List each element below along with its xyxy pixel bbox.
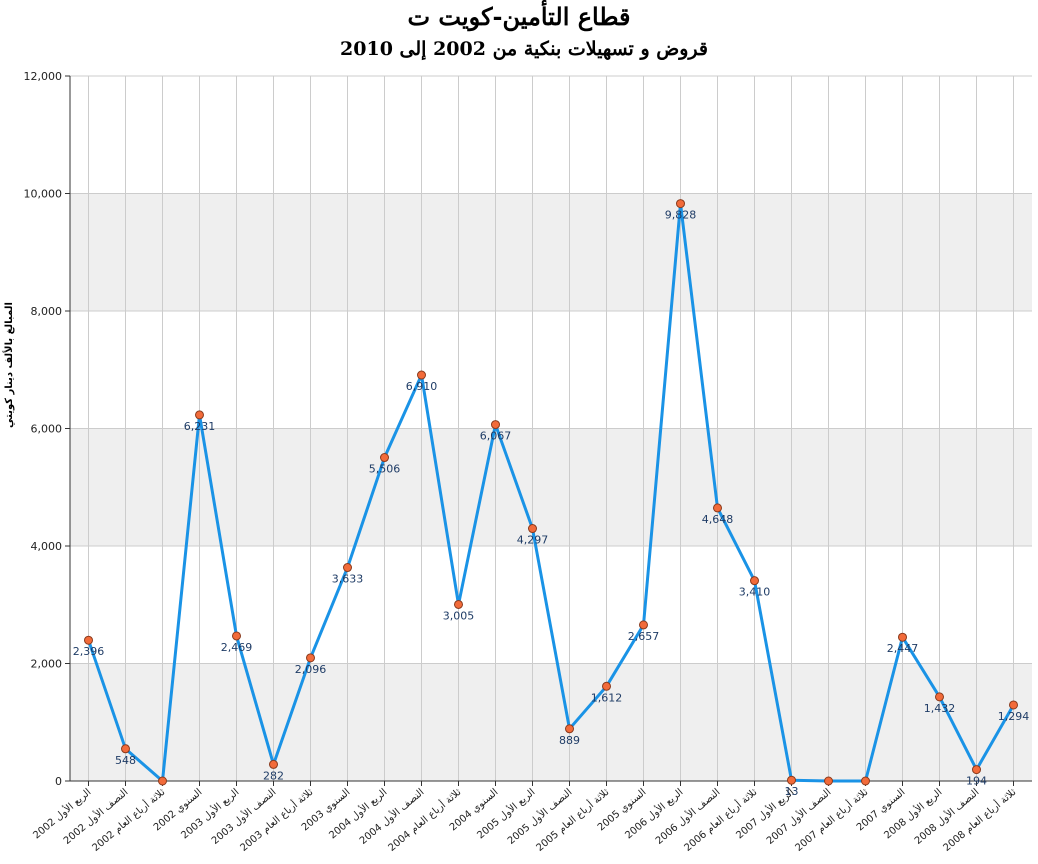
data-point <box>898 632 907 642</box>
chart-band <box>70 193 1032 311</box>
data-point <box>676 199 685 209</box>
y-tick-label: 2,000 <box>31 658 63 671</box>
data-label: 6,231 <box>184 420 216 433</box>
data-label: 13 <box>785 785 799 798</box>
series-line <box>87 202 1015 783</box>
y-tick-label: 0 <box>55 775 62 788</box>
chart-title: قطاع التأمين-كويت ت <box>407 2 631 31</box>
data-label: 9,828 <box>665 209 697 222</box>
data-point <box>528 524 537 534</box>
data-label: 2,469 <box>221 641 253 654</box>
x-tick-label: النصف الأول 2005 <box>505 785 575 847</box>
data-label: 5,506 <box>369 463 401 476</box>
data-point <box>417 370 426 380</box>
y-tick-label: 12,000 <box>24 70 63 83</box>
data-label: 282 <box>263 769 284 782</box>
data-point <box>306 653 315 663</box>
data-label: 6,910 <box>406 380 438 393</box>
data-label: 2,096 <box>295 663 327 676</box>
y-tick-label: 10,000 <box>24 188 63 201</box>
chart-points <box>84 199 1018 786</box>
data-point <box>158 776 167 786</box>
data-point <box>935 692 944 702</box>
data-point <box>121 744 130 754</box>
data-label: 889 <box>559 734 580 747</box>
data-point <box>824 776 833 786</box>
data-point <box>195 410 204 420</box>
chart-band <box>70 428 1032 546</box>
data-label: 3,633 <box>332 573 364 586</box>
data-label: 6,067 <box>480 430 512 443</box>
data-point <box>454 599 463 609</box>
y-tick-label: 6,000 <box>31 423 63 436</box>
data-point <box>380 453 389 463</box>
data-point <box>84 635 93 645</box>
data-label: 548 <box>115 754 136 767</box>
y-tick-label: 8,000 <box>31 305 63 318</box>
data-point <box>343 563 352 573</box>
x-tick-label: النصف الأول 2002 <box>61 785 131 847</box>
x-tick-label: النصف الأول 2003 <box>209 785 279 847</box>
data-point <box>1009 700 1018 710</box>
data-point <box>861 776 870 786</box>
chart-subtitle: قروض و تسهيلات بنكية من 2002 إلى 2010 <box>340 38 708 60</box>
x-tick-label: النصف الأول 2008 <box>912 785 982 847</box>
x-tick-label: النصف الأول 2006 <box>653 785 723 847</box>
data-point <box>269 759 278 769</box>
data-point <box>972 765 981 775</box>
data-point <box>639 620 648 630</box>
x-tick-label: النصف الأول 2004 <box>357 785 427 847</box>
y-tick-label: 4,000 <box>31 540 63 553</box>
data-label: 1,432 <box>924 702 956 715</box>
chart-axes <box>65 75 1032 786</box>
data-point <box>713 503 722 513</box>
data-point <box>787 775 796 785</box>
data-label: 194 <box>966 775 987 788</box>
data-point <box>602 681 611 691</box>
data-point <box>565 724 574 734</box>
data-point <box>750 576 759 586</box>
chart-grid <box>70 75 1032 782</box>
data-label: 1,612 <box>591 691 623 704</box>
y-tick-labels: 0 2,000 4,000 6,000 8,000 10,000 12,000 <box>24 70 63 788</box>
data-label: 3,410 <box>739 586 771 599</box>
data-label: 1,294 <box>998 710 1030 723</box>
chart-series <box>87 202 1015 783</box>
data-label: 4,648 <box>702 513 734 526</box>
data-label: 4,297 <box>517 534 549 547</box>
chart-band <box>70 663 1032 781</box>
data-label: 2,447 <box>887 642 919 655</box>
data-point <box>491 420 500 430</box>
data-label: 2,657 <box>628 630 660 643</box>
data-point <box>232 631 241 641</box>
chart-data-labels: 2,396 548 6,231 2,469 282 2,096 3,633 5,506 6,91… <box>73 209 1030 799</box>
data-label: 2,396 <box>73 645 105 658</box>
x-tick-label: النصف الأول 2007 <box>764 785 834 847</box>
data-label: 3,005 <box>443 609 475 622</box>
